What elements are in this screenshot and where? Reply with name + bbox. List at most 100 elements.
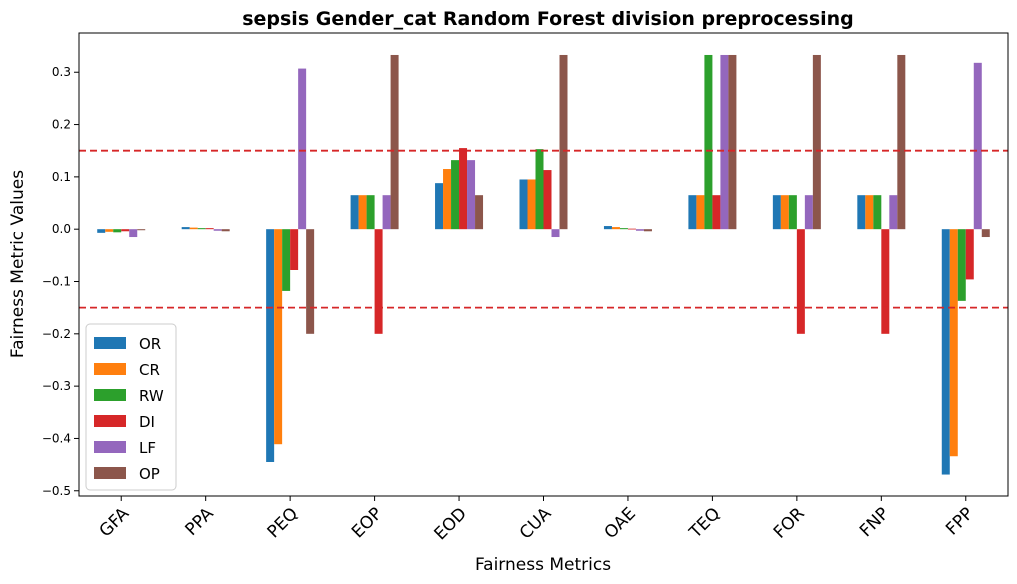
bar-lf-gfa — [129, 229, 138, 238]
bar-rw-eop — [366, 195, 375, 230]
bar-op-eop — [390, 54, 399, 230]
bar-or-eod — [435, 183, 444, 230]
legend-label-cr: CR — [139, 361, 160, 379]
x-tick-label-eop: EOP — [348, 504, 386, 542]
bar-di-ppa — [205, 228, 214, 230]
bar-lf-fnp — [889, 195, 898, 230]
x-tick-label-eod: EOD — [431, 504, 471, 544]
bar-lf-fpp — [973, 62, 982, 230]
bar-rw-fpp — [957, 229, 966, 301]
bar-or-teq — [688, 195, 697, 230]
bar-cr-oae — [611, 227, 620, 230]
bar-cr-cua — [527, 179, 536, 230]
bar-di-gfa — [121, 229, 130, 232]
x-tick-label-ppa: PPA — [182, 504, 218, 540]
bar-di-eod — [459, 148, 468, 230]
bar-rw-fnp — [873, 195, 882, 230]
legend: OR CR RW DI LF OP — [85, 323, 177, 491]
x-axis-label: Fairness Metrics — [475, 555, 611, 575]
legend-label-di: DI — [139, 413, 155, 431]
bar-rw-eod — [451, 160, 460, 230]
y-axis-label: Fairness Metric Values — [8, 170, 28, 358]
bar-di-for — [796, 229, 805, 334]
bar-lf-eop — [382, 195, 391, 230]
plot-area — [79, 54, 1008, 475]
x-tick-label-teq: TEQ — [685, 504, 724, 543]
bar-or-fnp — [857, 195, 866, 230]
bar-op-fpp — [981, 229, 990, 238]
bar-lf-peq — [298, 68, 307, 230]
legend-swatch-op — [94, 467, 126, 479]
legend-label-rw: RW — [139, 387, 164, 405]
bar-rw-ppa — [197, 228, 206, 230]
bar-or-cua — [519, 179, 528, 230]
chart-title: sepsis Gender_cat Random Forest division… — [242, 8, 854, 30]
legend-swatch-lf — [94, 441, 126, 453]
bar-op-fnp — [897, 54, 906, 230]
bar-lf-for — [804, 195, 813, 230]
y-tick-label: 0.0 — [52, 222, 71, 236]
y-tick-label: −0.1 — [42, 275, 71, 289]
y-tick-label: 0.3 — [52, 65, 71, 79]
bar-op-gfa — [137, 229, 146, 231]
bar-op-ppa — [221, 229, 230, 232]
legend-swatch-cr — [94, 363, 126, 375]
plot-frame — [78, 32, 1009, 497]
y-tick-label: 0.1 — [52, 170, 71, 184]
bar-op-peq — [306, 229, 315, 334]
legend-label-lf: LF — [139, 439, 156, 457]
bar-di-oae — [627, 228, 636, 230]
bar-rw-peq — [282, 229, 291, 291]
bar-op-for — [812, 54, 821, 230]
bar-di-eop — [374, 229, 383, 334]
bar-cr-for — [780, 195, 789, 230]
bar-di-teq — [712, 195, 721, 230]
bar-di-peq — [290, 229, 299, 270]
bar-lf-eod — [467, 160, 476, 230]
y-axis: −0.5 −0.4 −0.3 −0.2 −0.1 0.0 0.1 0.2 0.3 — [42, 65, 79, 498]
x-tick-label-fnp: FNP — [856, 504, 893, 541]
bar-cr-eop — [358, 195, 367, 230]
x-tick-label-peq: PEQ — [264, 504, 302, 542]
bar-di-fnp — [881, 229, 890, 334]
bar-cr-gfa — [105, 229, 114, 232]
bar-cr-peq — [274, 229, 283, 445]
bar-or-fpp — [941, 229, 950, 475]
bar-lf-cua — [551, 229, 560, 238]
bar-lf-oae — [635, 229, 644, 231]
bar-cr-teq — [696, 195, 705, 230]
x-tick-label-for: FOR — [770, 504, 809, 543]
bar-cr-fpp — [949, 229, 958, 457]
x-tick-label-fpp: FPP — [942, 504, 978, 540]
bar-cr-fnp — [865, 195, 874, 230]
bar-or-oae — [603, 226, 612, 230]
x-axis: GFA PPA PEQ EOP EOD CUA OAE TEQ FOR FNP FPP — [96, 496, 978, 544]
y-tick-label: −0.5 — [42, 484, 71, 498]
legend-swatch-or — [94, 337, 126, 349]
legend-label-op: OP — [139, 465, 160, 483]
bar-rw-for — [788, 195, 797, 230]
bar-op-cua — [559, 54, 568, 230]
bar-cr-eod — [443, 169, 452, 230]
legend-swatch-di — [94, 415, 126, 427]
y-tick-label: −0.3 — [42, 379, 71, 393]
bar-or-peq — [266, 229, 275, 462]
bar-op-eod — [475, 195, 484, 230]
x-tick-label-oae: OAE — [601, 504, 640, 543]
y-tick-label: −0.2 — [42, 327, 71, 341]
bar-or-eop — [350, 195, 359, 230]
x-tick-label-gfa: GFA — [96, 504, 134, 542]
bar-di-fpp — [965, 229, 974, 280]
bar-di-cua — [543, 170, 552, 230]
bar-or-gfa — [97, 229, 106, 233]
y-tick-label: −0.4 — [42, 431, 71, 445]
legend-label-or: OR — [139, 335, 161, 353]
bar-rw-oae — [619, 228, 628, 230]
bar-rw-cua — [535, 149, 544, 230]
legend-swatch-rw — [94, 389, 126, 401]
bar-rw-gfa — [113, 229, 122, 233]
bar-op-oae — [643, 229, 652, 232]
bar-rw-teq — [704, 54, 713, 230]
bar-op-teq — [728, 54, 737, 230]
